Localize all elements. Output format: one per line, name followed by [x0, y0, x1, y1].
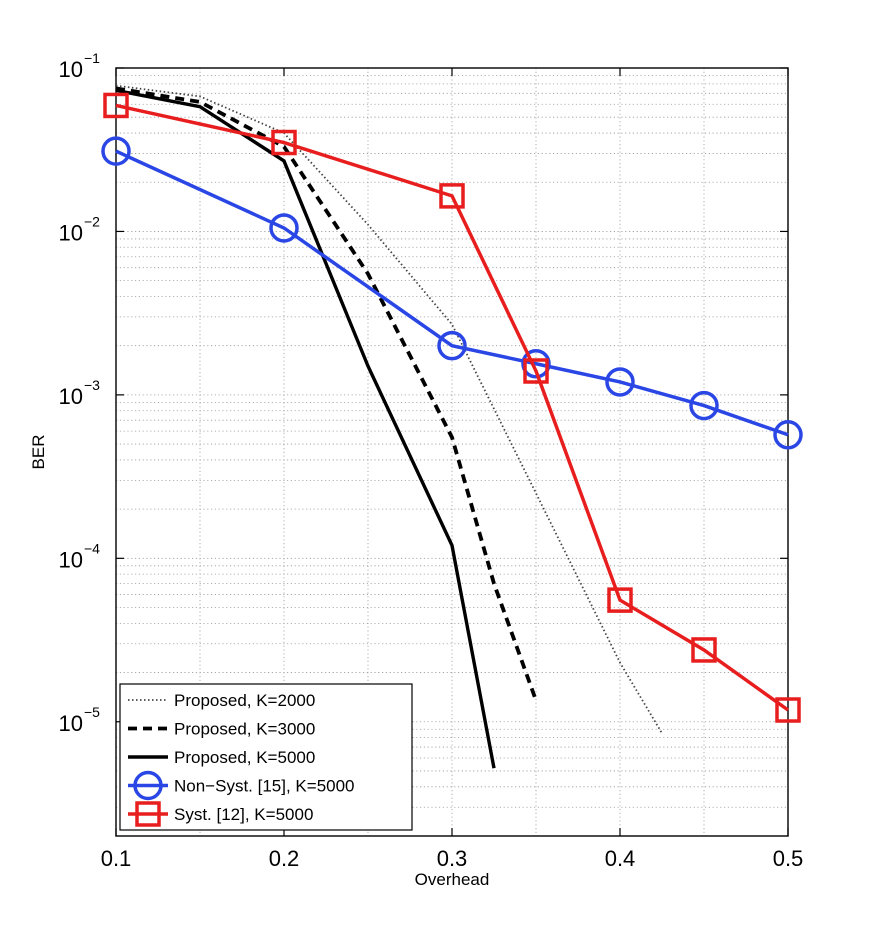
grid: [116, 68, 788, 836]
y-tick-label-base: 10: [59, 711, 83, 736]
legend: Proposed, K=2000 Proposed, K=3000 Proposed…: [119, 683, 413, 831]
legend-box: [119, 683, 413, 831]
x-tick-label: 0.3: [437, 846, 468, 871]
series-line-1: [115, 84, 663, 734]
y-tick-label-base: 10: [59, 57, 83, 82]
series-line-3: [115, 88, 496, 769]
legend-label: Syst. [12], K=5000: [174, 805, 313, 824]
data-point: [101, 136, 131, 166]
y-tick-label-exponent: −4: [84, 540, 100, 556]
y-tick-label-base: 10: [59, 547, 83, 572]
data-point: [437, 330, 467, 361]
data-point: [271, 129, 297, 156]
y-tick-label-base: 10: [59, 220, 83, 245]
series-group: [101, 84, 803, 769]
y-tick-label-exponent: −5: [84, 704, 100, 720]
data-point: [523, 358, 549, 384]
series-line-2: [115, 86, 538, 702]
x-axis-label: Overhead: [415, 870, 490, 889]
x-tick-label: 0.1: [101, 846, 132, 871]
series-line-5: [115, 103, 790, 712]
legend-marker: [135, 801, 161, 827]
legend-label: Proposed, K=5000: [174, 748, 315, 767]
data-point: [607, 587, 633, 613]
data-point: [773, 420, 803, 450]
y-tick-label-exponent: −3: [84, 377, 100, 393]
data-point: [521, 349, 551, 379]
data-point: [103, 92, 129, 119]
x-tick-label: 0.5: [773, 846, 804, 871]
x-tick-label: 0.4: [605, 846, 636, 871]
data-point: [691, 637, 717, 663]
legend-label: Proposed, K=2000: [174, 691, 315, 710]
data-point: [439, 183, 465, 209]
legend-marker: [133, 770, 163, 801]
y-tick-label-exponent: −1: [84, 50, 100, 66]
y-tick-label-base: 10: [59, 384, 83, 409]
axis-ticks: 0.1 0.2 0.3 0.4 0.510−110−210−310−410−5: [59, 50, 804, 871]
data-point: [269, 213, 299, 243]
y-tick-label-exponent: −2: [84, 213, 100, 229]
legend-label: Non−Syst. [15], K=5000: [174, 777, 355, 796]
x-tick-label: 0.2: [269, 846, 300, 871]
y-axis-label: BER: [29, 435, 48, 470]
legend-label: Proposed, K=3000: [174, 720, 315, 739]
data-point: [775, 697, 801, 723]
data-point: [605, 367, 635, 397]
series-line-4: [115, 149, 789, 437]
data-point: [689, 390, 719, 421]
